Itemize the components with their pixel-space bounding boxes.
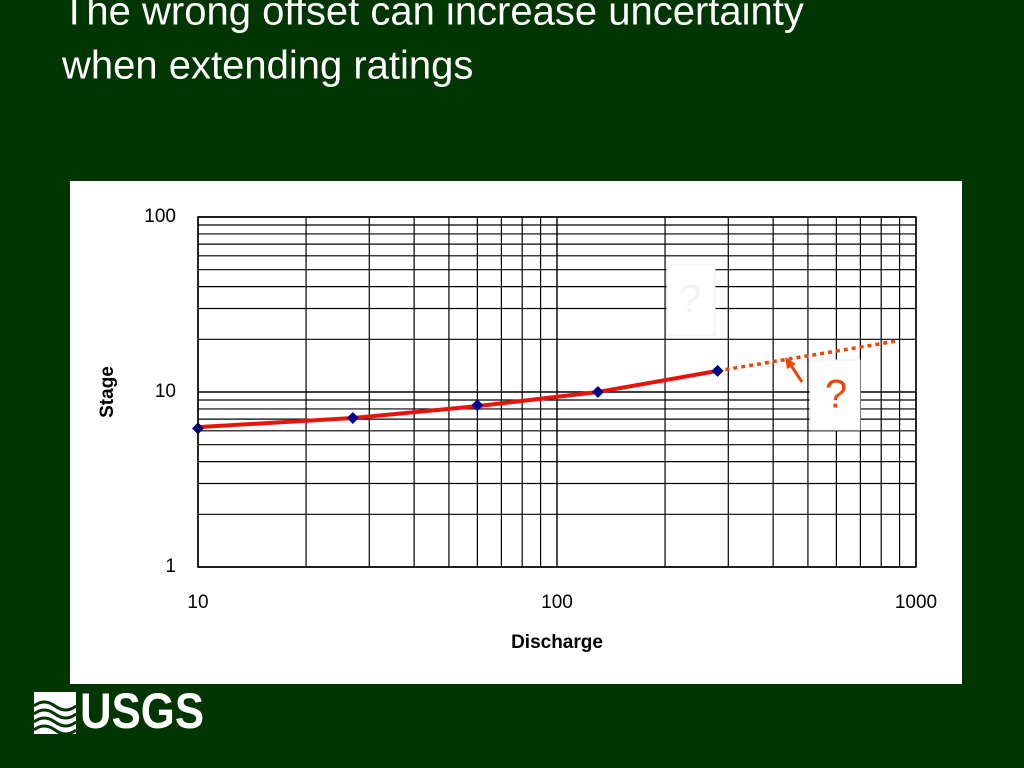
x-tick-label: 1000 [895,592,937,613]
title-line: The wrong offset can increase uncertaint… [62,0,804,34]
logo-text: USGS [80,683,204,739]
annotation-box [666,264,716,336]
logo-waves [33,700,77,736]
x-tick-label: 100 [541,592,573,613]
usgs-logo: USGS [33,683,204,739]
data-point [711,364,724,377]
annotation: ? [679,278,701,322]
annotation: ? [825,373,847,417]
extension-line [717,339,899,373]
y-tick-label: 10 [155,381,176,402]
annotation-arrow [788,363,804,383]
x-tick-label: 10 [187,592,208,613]
annotation-box [809,359,861,431]
data-point [346,412,359,425]
x-axis-label: Discharge [511,632,603,653]
chart-panel [70,181,962,684]
y-tick-label: 100 [144,206,176,227]
plot-frame [197,216,917,568]
y-tick-label: 1 [165,556,176,577]
data-point [471,399,484,412]
y-axis-label: Stage [97,366,118,418]
annotation-arrowhead [785,357,796,369]
title-line: when extending ratings [61,44,473,88]
data-point [591,386,604,398]
plot: 10 100 1000 1 10 100 Discharge Stage?? [97,206,937,653]
